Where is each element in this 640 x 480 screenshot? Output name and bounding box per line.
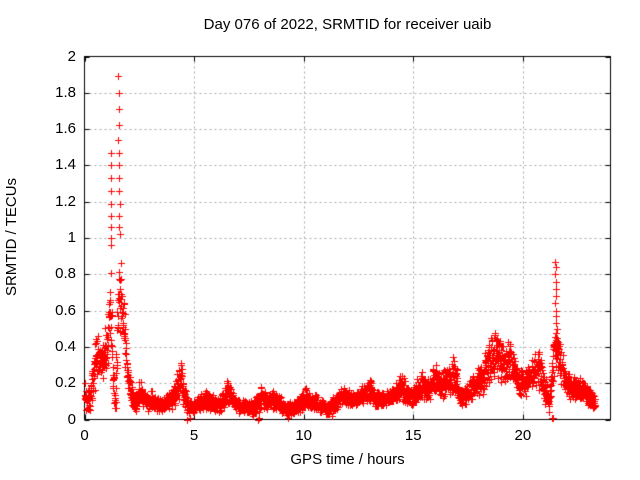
y-tick-label: 1.6	[55, 120, 76, 138]
y-tick-label: 0	[67, 410, 76, 428]
x-tick-label: 10	[295, 427, 312, 444]
y-tick-label: 2	[67, 47, 76, 65]
x-tick-label: 15	[404, 427, 422, 444]
x-tick-label: 5	[189, 427, 199, 444]
y-tick-label: 1.8	[55, 83, 76, 101]
y-tick-label: 0.2	[55, 374, 76, 392]
y-tick-label: 0.4	[55, 337, 76, 355]
y-tick-label: 0.8	[55, 265, 76, 283]
x-tick-label: 0	[80, 427, 89, 444]
chart-title: Day 076 of 2022, SRMTID for receiver uai…	[203, 16, 492, 33]
y-tick-label: 1	[67, 229, 76, 246]
x-axis-label: GPS time / hours	[290, 451, 405, 468]
y-tick-label: 1.2	[55, 192, 76, 210]
x-tick-label: 20	[514, 427, 532, 444]
y-tick-label: 0.6	[55, 301, 76, 319]
y-tick-label: 1.4	[55, 156, 76, 174]
